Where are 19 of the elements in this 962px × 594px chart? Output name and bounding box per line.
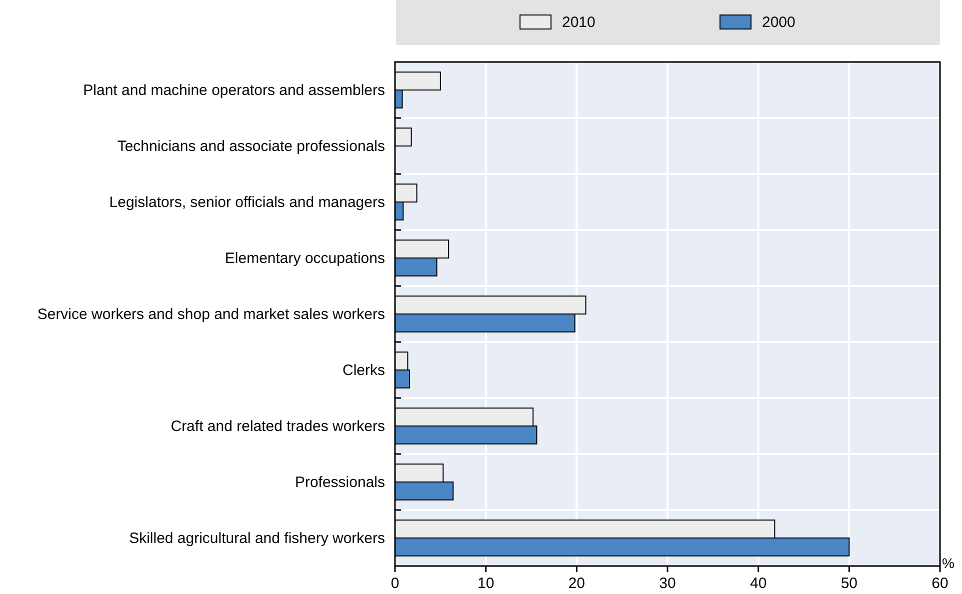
legend-label: 2010 xyxy=(562,14,596,31)
legend-label: 2000 xyxy=(762,14,796,31)
y-tick-label: Skilled agricultural and fishery workers xyxy=(129,530,385,547)
y-tick-label: Legislators, senior officials and managers xyxy=(109,194,385,211)
y-tick-label: Elementary occupations xyxy=(224,250,385,267)
y-tick-label: Service workers and shop and market sales workers xyxy=(37,306,385,323)
x-axis-title: % xyxy=(942,555,954,571)
x-tick-label: 30 xyxy=(659,575,676,592)
y-tick-label: Plant and machine operators and assemblers xyxy=(83,82,385,99)
y-tick-label: Clerks xyxy=(342,362,385,379)
y-tick-label: Professionals xyxy=(294,474,385,491)
y-tick-label: Technicians and associate professionals xyxy=(117,138,385,155)
y-tick-label: Craft and related trades workers xyxy=(170,418,385,435)
x-tick-label: 50 xyxy=(840,575,858,592)
x-tick-label: 20 xyxy=(568,575,586,592)
x-tick-label: 40 xyxy=(750,575,767,592)
x-tick-label: 60 xyxy=(932,575,948,592)
x-tick-label: 10 xyxy=(477,575,494,592)
x-tick-label: 0 xyxy=(390,575,400,592)
